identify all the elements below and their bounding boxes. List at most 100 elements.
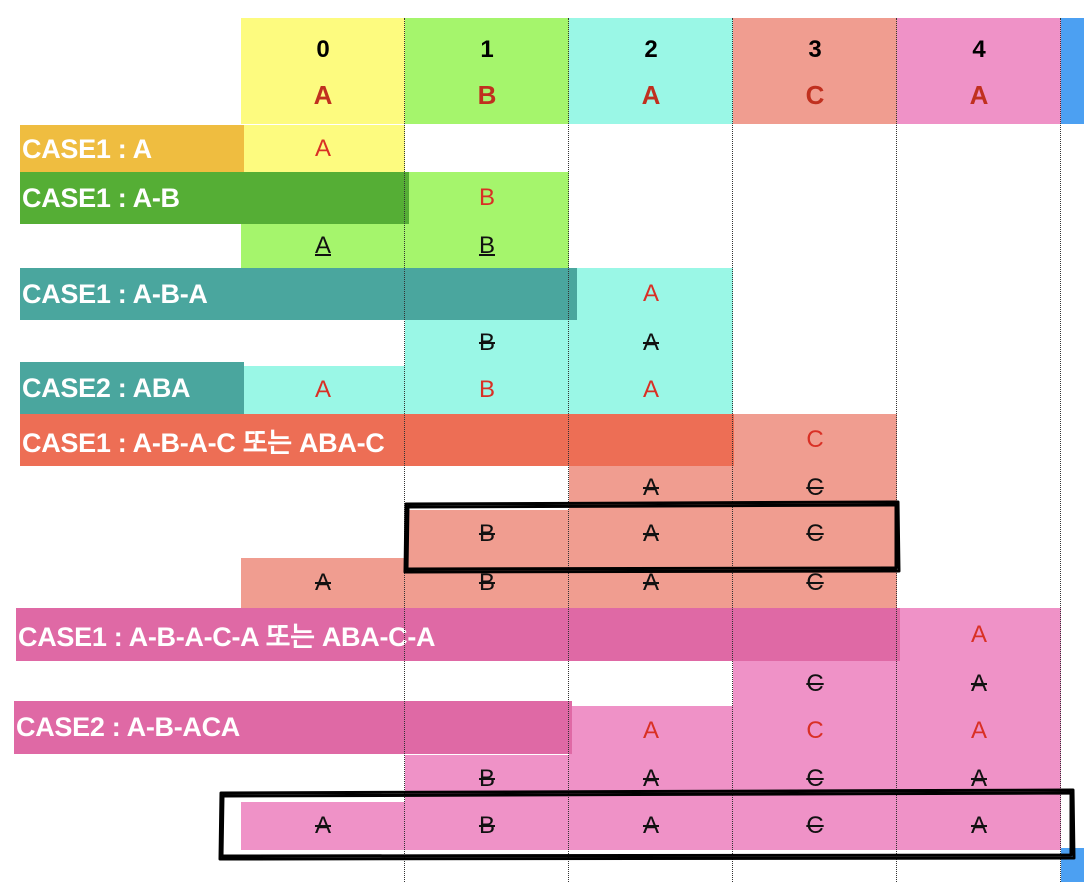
cell-char: A <box>642 376 659 403</box>
grid-cell <box>241 366 405 414</box>
header-col-3 <box>733 18 897 124</box>
cell-char: C <box>806 765 824 792</box>
header-char-2: A <box>641 80 661 110</box>
case-label: CASE1 : A <box>20 125 244 173</box>
cell-char: C <box>806 474 824 501</box>
cell-char: B <box>478 329 495 356</box>
cell-char: B <box>478 184 495 211</box>
grid-cell <box>569 706 733 755</box>
case-label-text: CASE2 : A-B-ACA <box>16 712 240 742</box>
cell-char: C <box>806 670 824 697</box>
column-divider <box>568 18 569 882</box>
header-index-4: 4 <box>972 36 986 63</box>
highlight-box-bac <box>403 500 901 574</box>
grid-cell <box>569 366 733 414</box>
case-label: CASE1 : A-B-A-C 또는 ABA-C <box>20 414 734 466</box>
column-divider <box>732 18 733 882</box>
grid-cell <box>405 320 569 366</box>
header-index-2: 2 <box>644 36 658 63</box>
grid-cell <box>733 414 897 466</box>
cell-char: A <box>314 376 331 403</box>
header-index-0: 0 <box>316 36 330 63</box>
grid-cell <box>241 125 405 173</box>
grid-cell <box>405 558 569 608</box>
cell-char: A <box>642 280 659 307</box>
grid-cell <box>241 802 405 850</box>
header-index-3: 3 <box>808 36 822 63</box>
case-label-text: CASE1 : A-B-A-C 또는 ABA-C <box>22 427 385 458</box>
cell-char: C <box>806 812 824 839</box>
header-index-1: 1 <box>480 36 494 63</box>
cell-char: C <box>806 426 824 453</box>
cell-char: A <box>642 474 659 501</box>
grid-cell <box>733 802 897 850</box>
cell-char: A <box>970 812 987 839</box>
grid-cell <box>733 706 897 755</box>
header-char-0: A <box>313 80 333 110</box>
grid-cell <box>897 608 1061 661</box>
header-col-1 <box>405 18 569 124</box>
case-label-text: CASE1 : A <box>22 133 152 164</box>
cell-char: C <box>806 569 824 596</box>
cell-char: A <box>314 812 331 839</box>
cell-char: B <box>478 520 495 547</box>
grid-cell <box>405 510 569 558</box>
case-label-text: CASE1 : A-B-A-C-A 또는 ABA-C-A <box>18 622 436 652</box>
cell-char: A <box>970 621 987 648</box>
cell-char: A <box>970 670 987 697</box>
grid-cell <box>569 320 733 366</box>
case-label: CASE1 : A-B <box>20 172 409 224</box>
cell-char: B <box>478 376 495 403</box>
cell-char: A <box>642 329 659 356</box>
edge-bar-top <box>1061 18 1084 124</box>
cell-char: A <box>970 717 987 744</box>
cell-char: C <box>806 717 824 744</box>
grid-cell <box>241 558 405 608</box>
header-char-4: A <box>969 80 989 110</box>
column-divider <box>1060 18 1061 882</box>
grid-cell <box>897 706 1061 755</box>
grid-cell <box>405 366 569 414</box>
grid-cell <box>405 802 569 850</box>
column-divider <box>404 18 405 882</box>
header-char-1: B <box>477 80 497 110</box>
case-label-text: CASE1 : A-B-A <box>22 278 208 309</box>
column-divider <box>896 18 897 882</box>
grid-cell <box>733 510 897 558</box>
header-char-3: C <box>805 80 825 110</box>
grid-cell <box>897 802 1061 850</box>
grid-cell <box>569 558 733 608</box>
case-label: CASE2 : A-B-ACA <box>14 701 572 754</box>
header-col-4 <box>897 18 1061 124</box>
grid-cell <box>733 558 897 608</box>
case-label: CASE1 : A-B-A <box>20 268 577 320</box>
cell-char: B <box>478 812 495 839</box>
cell-char: A <box>642 520 659 547</box>
grid-cell <box>569 268 733 320</box>
case-label: CASE2 : ABA <box>20 362 244 414</box>
cell-char: B <box>478 232 495 259</box>
grid-cell <box>569 802 733 850</box>
cell-char: A <box>314 232 331 259</box>
cell-char: B <box>478 569 495 596</box>
highlight-box-abaca <box>218 788 1076 861</box>
grid-cell <box>733 661 897 706</box>
cell-char: A <box>642 812 659 839</box>
grid-cell <box>569 510 733 558</box>
grid-cell <box>405 224 569 268</box>
grid-cell <box>897 661 1061 706</box>
grid-cell <box>241 224 405 268</box>
cell-char: C <box>806 520 824 547</box>
case-label-text: CASE2 : ABA <box>22 372 191 403</box>
cell-char: A <box>642 569 659 596</box>
case-label-text: CASE1 : A-B <box>22 182 180 213</box>
cell-char: B <box>478 765 495 792</box>
grid-cell <box>405 172 569 224</box>
case-label: CASE1 : A-B-A-C-A 또는 ABA-C-A <box>16 608 900 661</box>
header-col-0 <box>241 18 405 124</box>
cell-char: A <box>642 765 659 792</box>
cell-char: A <box>642 717 659 744</box>
cell-char: A <box>314 135 331 162</box>
